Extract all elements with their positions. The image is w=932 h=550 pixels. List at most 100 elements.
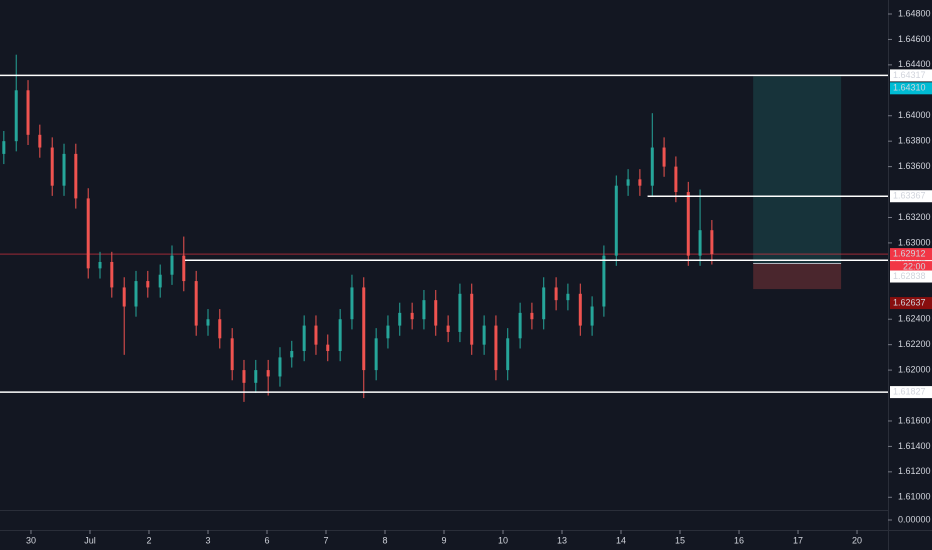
stop-label-box (890, 297, 932, 310)
y-tick-label: 1.63800 (898, 136, 931, 146)
y-tick-label: 1.62400 (898, 314, 931, 324)
y-tick-label: 1.64000 (898, 110, 931, 120)
target-label-box (890, 82, 932, 95)
candle-body (38, 134, 42, 148)
candle-body (338, 319, 342, 352)
candle-body (578, 293, 582, 326)
candle-body (62, 153, 66, 186)
candle-body (302, 325, 306, 352)
candle-body (110, 261, 114, 288)
x-tick-label: 13 (557, 535, 567, 545)
candle-body (530, 312, 534, 320)
countdown: 22:00 (903, 261, 926, 271)
candle-body (146, 281, 150, 288)
candle-body (86, 198, 90, 269)
candle-body (410, 312, 414, 320)
candle-body (494, 325, 498, 371)
candle-body (182, 255, 186, 282)
candle-body (614, 185, 618, 256)
lower-pane-tick-label: 0.00000 (898, 514, 931, 524)
stop-label: 1.62637 (893, 297, 926, 307)
candle-body (362, 287, 366, 371)
level-label: 1.61827 (893, 386, 926, 396)
y-tick-label: 1.62000 (898, 364, 931, 374)
candle-body (506, 338, 510, 371)
x-tick-label: 16 (734, 535, 744, 545)
candle-body (386, 325, 390, 339)
x-tick-label: 10 (498, 535, 508, 545)
candle-body (26, 90, 30, 135)
candle-body (698, 230, 702, 256)
candle-body (542, 287, 546, 320)
candle-body (74, 153, 78, 199)
candle-body (566, 293, 570, 301)
x-tick-label: Jul (84, 535, 96, 545)
candle-body (14, 90, 18, 142)
target-zone (753, 76, 842, 264)
level-label: 1.63367 (893, 191, 926, 201)
candle-body (2, 141, 6, 154)
candle-body (470, 293, 474, 345)
level-label-box (890, 190, 932, 203)
candle-body (662, 147, 666, 167)
entry-label-box (890, 270, 932, 283)
x-tick-label: 2 (146, 535, 151, 545)
candle-body (350, 287, 354, 320)
candle-body (158, 274, 162, 288)
candle-body (326, 344, 330, 352)
candle-body (278, 357, 282, 377)
y-tick-label: 1.61400 (898, 441, 931, 451)
target-label: 1.64310 (893, 83, 926, 93)
candle-body (170, 255, 174, 275)
countdown-box (890, 261, 932, 274)
candle-body (266, 370, 270, 377)
y-tick-label: 1.64400 (898, 59, 931, 69)
candle-body (398, 312, 402, 326)
candle-body (98, 261, 102, 269)
x-tick-label: 30 (26, 535, 36, 545)
candle-body (374, 338, 378, 371)
y-tick-label: 1.63200 (898, 212, 931, 222)
y-tick-label: 1.62200 (898, 339, 931, 349)
candle-body (230, 338, 234, 371)
y-tick-label: 1.61200 (898, 466, 931, 476)
candle-body (434, 300, 438, 326)
candle-body (518, 312, 522, 339)
candle-body (254, 370, 258, 383)
candle-body (674, 166, 678, 193)
candle-body (194, 281, 198, 326)
x-tick-label: 14 (616, 535, 626, 545)
candle-body (122, 287, 126, 307)
x-tick-label: 7 (323, 535, 328, 545)
candle-body (446, 325, 450, 332)
current-price-label-box (890, 248, 932, 261)
y-tick-label: 1.61000 (898, 492, 931, 502)
x-tick-label: 3 (205, 535, 210, 545)
x-tick-label: 20 (852, 535, 862, 545)
level-label-box (890, 386, 932, 399)
level-label-box (890, 69, 932, 82)
y-tick-label: 1.63000 (898, 237, 931, 247)
x-tick-label: 15 (675, 535, 685, 545)
y-tick-label: 1.64600 (898, 34, 931, 44)
candle-body (482, 325, 486, 345)
candle-body (626, 179, 630, 186)
candle-body (686, 192, 690, 256)
level-label: 1.64317 (893, 70, 926, 80)
candle-body (590, 306, 594, 326)
candle-body (50, 147, 54, 186)
candle-body (206, 319, 210, 326)
candle-body (650, 147, 654, 186)
candle-body (422, 300, 426, 320)
entry-label: 1.62838 (893, 271, 926, 281)
candle-body (554, 287, 558, 301)
current-price-label: 1.62912 (893, 248, 926, 258)
candle-body (134, 281, 138, 307)
x-tick-label: 9 (441, 535, 446, 545)
candle-body (710, 230, 714, 255)
stop-zone (753, 263, 842, 290)
y-tick-label: 1.63600 (898, 161, 931, 171)
candle-body (458, 293, 462, 332)
